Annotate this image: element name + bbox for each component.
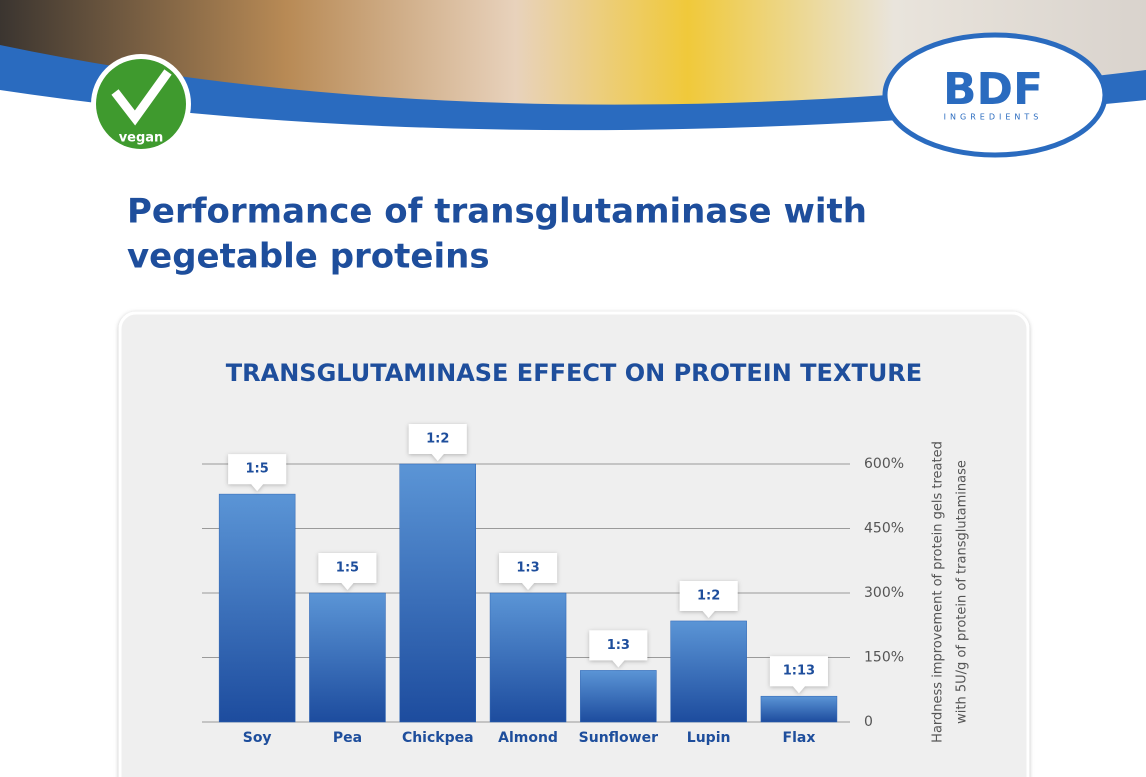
ratio-label: 1:5	[336, 561, 359, 576]
y-axis-label: Hardness improvement of protein gels tre…	[931, 441, 946, 743]
ratio-callout	[769, 656, 828, 694]
y-tick-label: 300%	[864, 585, 904, 601]
bar	[399, 463, 476, 723]
ratio-callout	[318, 553, 377, 590]
ratio-callout	[589, 630, 648, 668]
y-tick-label: 450%	[864, 521, 904, 537]
x-tick-label: Flax	[783, 730, 816, 746]
bar	[218, 493, 296, 723]
x-tick-label: Lupin	[687, 730, 731, 746]
ratio-label: 1:3	[607, 638, 630, 653]
y-axis-label: with 5U/g of protein of transglutaminase	[955, 460, 970, 724]
logo-sub: INGREDIENTS	[944, 113, 1043, 122]
ratio-callout	[408, 424, 467, 461]
ratio-label: 1:3	[516, 561, 539, 576]
x-tick-label: Soy	[243, 730, 272, 746]
x-tick-label: Almond	[498, 730, 558, 746]
ratio-callout	[679, 580, 738, 618]
ratio-label: 1:2	[697, 588, 720, 603]
ratio-callout	[499, 553, 558, 590]
x-tick-label: Sunflower	[579, 730, 658, 746]
badge-check	[111, 69, 172, 126]
x-tick-label: Pea	[333, 730, 362, 746]
header-white	[0, 90, 1146, 180]
y-tick-label: 600%	[864, 456, 904, 472]
ratio-label: 1:13	[783, 664, 815, 679]
y-tick-label: 0	[864, 714, 873, 730]
bar	[670, 620, 747, 723]
page-title: vegetable proteins	[127, 237, 490, 277]
bar	[580, 670, 657, 723]
ratio-label: 1:2	[426, 432, 449, 447]
y-tick-label: 150%	[864, 650, 904, 666]
bar	[309, 592, 386, 723]
ratio-label: 1:5	[246, 462, 269, 477]
ratio-callout	[228, 454, 287, 492]
x-tick-label: Chickpea	[402, 730, 474, 746]
logo: BDF	[943, 64, 1043, 115]
page-title: Performance of transglutaminase with	[127, 192, 867, 232]
badge-text: vegan	[119, 131, 164, 146]
logo-ring	[882, 32, 1108, 158]
bar	[489, 592, 567, 723]
bar	[760, 695, 838, 723]
chart-title: TRANSGLUTAMINASE EFFECT ON PROTEIN TEXTU…	[226, 359, 922, 387]
